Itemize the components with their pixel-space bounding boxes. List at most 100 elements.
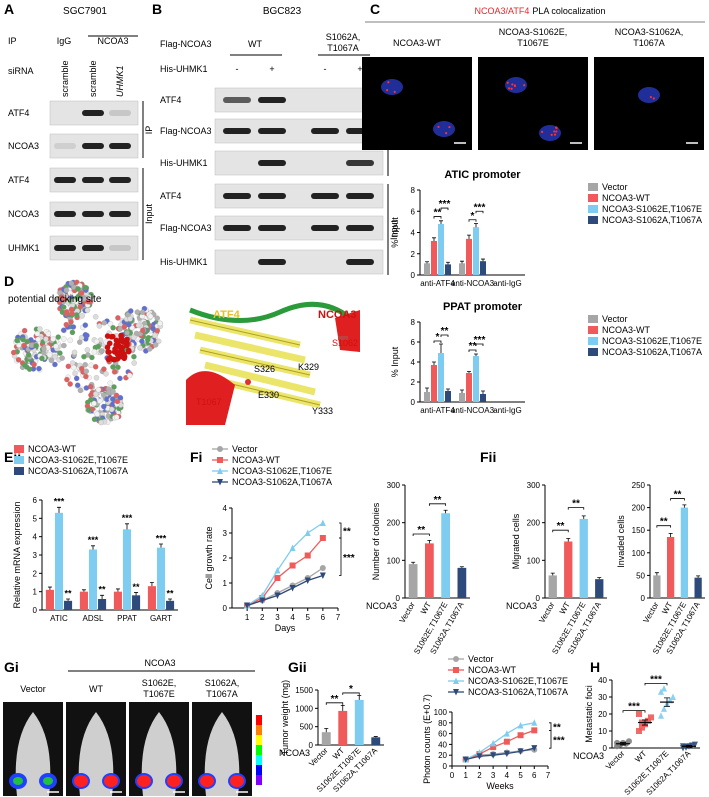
- x-axis-label: Days: [275, 623, 296, 633]
- blot-band: [223, 97, 251, 103]
- error-bar: [168, 598, 173, 601]
- point: [626, 738, 632, 745]
- bar: [653, 575, 661, 598]
- label: T1067A: [633, 38, 665, 48]
- label: S1062: [332, 338, 358, 348]
- label: Input: [389, 219, 399, 240]
- atom: [139, 338, 145, 344]
- bar: [459, 393, 465, 402]
- error-bar: [460, 389, 464, 393]
- label: K329: [298, 362, 319, 372]
- bar: [480, 261, 486, 275]
- docking-atom: [106, 349, 113, 355]
- atom: [73, 375, 80, 382]
- legend-label: NCOA3-S1062A,T1067A: [28, 466, 128, 476]
- atom: [60, 327, 67, 333]
- atom: [61, 342, 67, 349]
- error-bar: [432, 237, 436, 241]
- sig-bracket: [440, 207, 449, 211]
- point: [648, 714, 654, 721]
- blot-band: [82, 245, 104, 251]
- point: [259, 592, 266, 599]
- point: [645, 717, 651, 724]
- significance: **: [660, 517, 668, 528]
- atom: [129, 324, 135, 331]
- coil: [189, 301, 352, 323]
- mouse: [141, 712, 177, 796]
- point: [517, 722, 524, 729]
- legend-swatch: [588, 326, 598, 334]
- error-bar: [620, 742, 626, 746]
- error-bar: [425, 261, 429, 264]
- x-tick-label: 1: [463, 771, 468, 780]
- blot-band: [346, 259, 374, 265]
- atom: [78, 290, 85, 296]
- error-bar: [459, 566, 464, 568]
- atom: [92, 364, 99, 370]
- atom: [52, 361, 58, 368]
- x-axis-label: Weeks: [486, 781, 514, 791]
- bar: [438, 353, 444, 402]
- significance: **: [557, 521, 565, 532]
- label: Input: [144, 203, 154, 224]
- atom: [84, 347, 91, 353]
- pla-dot: [386, 89, 389, 92]
- atom: [43, 336, 49, 342]
- label: potential docking site: [8, 294, 102, 305]
- bar: [694, 577, 702, 598]
- atom: [71, 349, 78, 356]
- sig-bracket: [342, 692, 360, 695]
- point: [304, 529, 311, 536]
- atom: [110, 364, 116, 370]
- atom: [147, 313, 154, 320]
- atom: [107, 321, 114, 327]
- y-tick-label: 0: [641, 594, 646, 603]
- atom: [93, 338, 100, 345]
- sig-bracket: [656, 525, 672, 528]
- atom: [72, 370, 78, 377]
- y-axis-label: Tumor weight (mg): [280, 680, 290, 755]
- atom: [152, 342, 159, 348]
- sig-bracket: [412, 533, 430, 536]
- side-chain: [338, 336, 348, 340]
- nucleus: [505, 77, 527, 93]
- significance: ***: [54, 497, 65, 507]
- error-bar: [357, 695, 362, 700]
- y-tick-label: 4: [411, 358, 416, 367]
- legend-label: NCOA3-S1062E,T1067E: [602, 336, 702, 346]
- signal: [74, 775, 88, 787]
- y-tick-label: 20: [598, 710, 607, 719]
- atom: [111, 369, 118, 375]
- pla-dot: [523, 84, 526, 87]
- colorbar-step: [256, 745, 262, 755]
- label: Y333: [312, 406, 333, 416]
- bar: [156, 547, 166, 610]
- sig-bracket: [622, 710, 646, 713]
- y-tick-label: 100: [632, 549, 646, 558]
- series-line: [465, 729, 535, 761]
- y-tick-label: 0: [443, 762, 448, 771]
- bar: [579, 518, 588, 598]
- label: IP: [144, 126, 154, 135]
- significance: **: [553, 723, 561, 734]
- error-bar: [57, 506, 61, 513]
- significance: **: [434, 495, 442, 506]
- pla-dot: [649, 95, 652, 99]
- legend-marker: [453, 667, 459, 673]
- atom: [25, 352, 32, 358]
- docking-atom: [111, 349, 118, 355]
- blot-band: [346, 193, 374, 199]
- label: His-UHMK1: [160, 158, 208, 168]
- label: T1067E: [143, 689, 175, 699]
- blot-band: [109, 143, 131, 149]
- atom: [68, 319, 74, 325]
- x-tick-label: 0: [450, 771, 455, 780]
- x-tick-label: 6: [532, 771, 537, 780]
- y-tick-label: 2: [411, 378, 416, 387]
- mouse: [78, 712, 114, 796]
- x-tick-label: 3: [491, 771, 496, 780]
- significance: **: [434, 208, 442, 219]
- nucleus: [539, 125, 561, 141]
- legend-swatch: [588, 315, 598, 323]
